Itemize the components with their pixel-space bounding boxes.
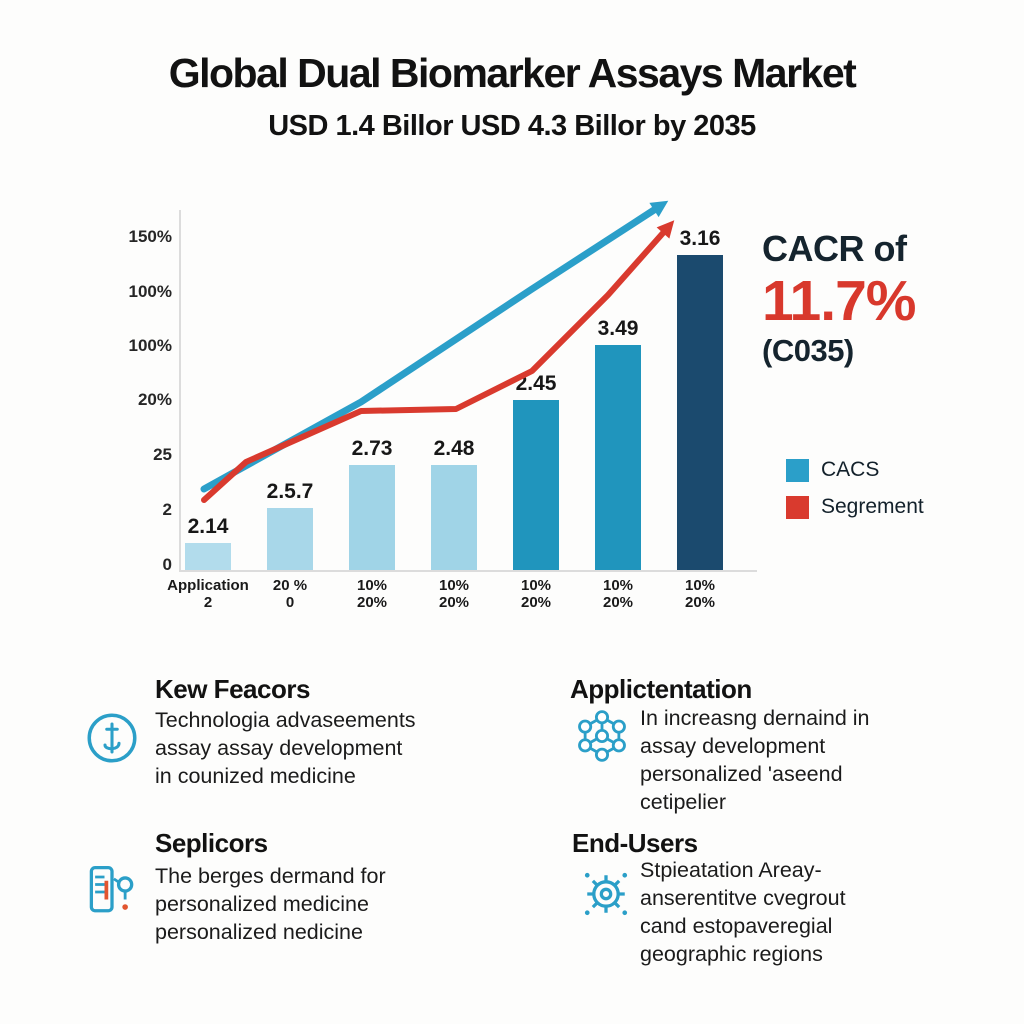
cacs-trend-line	[200, 206, 658, 493]
page-title: Global Dual Biomarker Assays Market	[168, 50, 857, 96]
y-axis-tick: 100%	[128, 336, 172, 355]
medical-circle-icon	[84, 710, 140, 771]
y-axis-tick: 0	[162, 555, 172, 574]
x-axis-tick-line: Application	[167, 577, 249, 594]
x-axis-tick: 10% 20%	[490, 577, 582, 611]
cagr-value: 11.7%	[762, 269, 916, 333]
y-axis-tick: 150%	[128, 227, 172, 246]
text-line: The berges dermand for	[155, 864, 386, 888]
bar-value-label: 2.45	[515, 372, 557, 395]
x-axis-tick: 10% 20%	[572, 577, 664, 611]
x-axis-tick-line: 10%	[356, 577, 388, 594]
text-line: in counized medicine	[155, 764, 356, 788]
cagr-suffix: (C035)	[762, 333, 854, 368]
end-users-heading: End-Users	[572, 828, 698, 858]
legend-item-segrement: Segrement	[786, 495, 924, 519]
x-axis-tick-line: 10%	[602, 577, 634, 594]
bar-6	[595, 345, 641, 570]
key-factors-text: Technologia advaseements assay assay deve…	[155, 706, 416, 790]
y-axis-line	[179, 210, 181, 572]
y-axis-tick: 25	[153, 445, 172, 464]
x-axis-tick-line: 10%	[438, 577, 470, 594]
y-axis-tick: 20%	[137, 390, 172, 409]
x-axis-tick-line: 10%	[684, 577, 716, 594]
text-line: assay assay development	[155, 736, 403, 760]
molecule-icon	[572, 706, 632, 771]
bar-value-label: 2.5.7	[266, 480, 314, 503]
x-axis-tick-line: 20%	[356, 594, 388, 611]
y-axis-tick: 2	[162, 500, 172, 519]
segrement-swatch	[786, 495, 809, 519]
bar-3	[349, 465, 395, 570]
text-line: cand estopaveregial	[640, 914, 833, 938]
applications-text: In increasng dernaind in assay developmen…	[640, 704, 870, 816]
x-axis-tick: 20 % 0	[244, 577, 336, 611]
bar-2	[267, 508, 313, 570]
text-line: geographic regions	[640, 942, 823, 966]
bar-value-label: 2.48	[433, 437, 475, 460]
page-subtitle: USD 1.4 Billor USD 4.3 Billor by 2035	[268, 110, 756, 142]
cacs-trend-line-arrowhead	[649, 200, 669, 218]
text-line: assay development	[640, 734, 826, 758]
x-axis-tick-line: 20%	[520, 594, 552, 611]
suppliers-heading: Seplicors	[155, 828, 268, 858]
text-line: personalized nedicine	[155, 920, 363, 944]
key-factors-heading: Kew Feacors	[155, 674, 310, 704]
x-axis-line	[179, 570, 757, 572]
text-line: cetipelier	[640, 790, 727, 814]
bar-4	[431, 465, 477, 570]
x-axis-tick: 10% 20%	[408, 577, 500, 611]
segrement-trend-line	[201, 230, 666, 503]
x-axis-tick-line: 10%	[520, 577, 552, 594]
suppliers-text: The berges dermand for personalized medic…	[155, 862, 386, 946]
chart-legend: CACS Segrement	[786, 458, 924, 532]
x-axis-tick-line: 0	[285, 594, 295, 611]
text-line: Technologia advaseements	[155, 708, 416, 732]
x-axis-tick: 10% 20%	[654, 577, 746, 611]
end-users-text: Stpieatation Areay-anserentitve cvegrout…	[640, 856, 846, 968]
cagr-callout: CACR of 11.7% (C035)	[762, 228, 916, 370]
bar-value-label: 2.73	[351, 437, 393, 460]
x-axis-tick-line: 20 %	[272, 577, 308, 594]
bar-1	[185, 543, 231, 570]
cacs-swatch	[786, 458, 809, 482]
bar-5	[513, 400, 559, 570]
text-line: personalized 'aseend	[640, 762, 843, 786]
x-axis-tick-line: 20%	[602, 594, 634, 611]
bar-value-label: 3.16	[679, 227, 721, 250]
text-line: personalized medicine	[155, 892, 369, 916]
text-line: Stpieatation Areay-	[640, 858, 822, 882]
x-axis-tick: 10% 20%	[326, 577, 418, 611]
gear-network-icon	[576, 864, 636, 929]
cagr-prefix: CACR of	[762, 228, 907, 269]
x-axis-tick-line: 20%	[438, 594, 470, 611]
flask-analysis-icon	[82, 862, 142, 927]
text-line: In increasng dernaind in	[640, 706, 870, 730]
text-line: anserentitve cvegrout	[640, 886, 846, 910]
bar-value-label: 3.49	[597, 317, 639, 340]
bar-7	[677, 255, 723, 570]
legend-item-cacs: CACS	[786, 458, 924, 482]
y-axis-tick: 100%	[128, 282, 172, 301]
x-axis-tick: Application 2	[162, 577, 254, 611]
applications-heading: Applictentation	[570, 674, 752, 704]
cacs-label: CACS	[821, 458, 880, 481]
segrement-label: Segrement	[821, 495, 924, 518]
x-axis-tick-line: 2	[203, 594, 213, 611]
segrement-trend-line-arrowhead	[656, 220, 675, 239]
x-axis-tick-line: 20%	[684, 594, 716, 611]
